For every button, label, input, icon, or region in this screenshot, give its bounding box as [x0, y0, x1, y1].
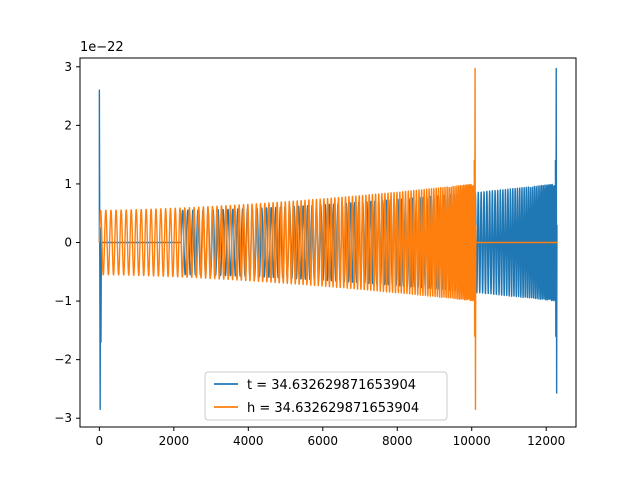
- y-tick-label: 0: [64, 236, 72, 250]
- y-offset-text: 1e−22: [80, 40, 124, 55]
- x-tick-label: 0: [96, 434, 104, 448]
- x-tick-label: 4000: [233, 434, 264, 448]
- y-tick-label: −2: [54, 353, 72, 367]
- series-line-chirp: [98, 67, 477, 411]
- series-layer: [98, 67, 558, 411]
- legend: t = 34.632629871653904 h = 34.6326298716…: [204, 371, 448, 421]
- x-tick-label: 2000: [159, 434, 190, 448]
- series-line-spike: [98, 89, 103, 411]
- x-tick-label: 10000: [453, 434, 491, 448]
- y-tick-label: 1: [64, 177, 72, 191]
- y-tick-label: −1: [54, 294, 72, 308]
- legend-label-h: h = 34.632629871653904: [247, 401, 419, 416]
- legend-label-t: t = 34.632629871653904: [247, 378, 416, 393]
- series-line-chirp: [180, 67, 558, 394]
- y-axis: −3 −2 −1 0 1 2 3: [54, 60, 80, 425]
- x-tick-label: 8000: [382, 434, 413, 448]
- legend-frame: [204, 371, 448, 421]
- y-tick-label: 3: [64, 60, 72, 74]
- series-h: [98, 67, 558, 411]
- y-tick-label: −3: [54, 411, 72, 425]
- x-axis: 0 2000 4000 6000 8000 10000 12000: [96, 427, 565, 448]
- y-tick-label: 2: [64, 118, 72, 132]
- x-tick-label: 12000: [527, 434, 565, 448]
- x-tick-label: 6000: [308, 434, 339, 448]
